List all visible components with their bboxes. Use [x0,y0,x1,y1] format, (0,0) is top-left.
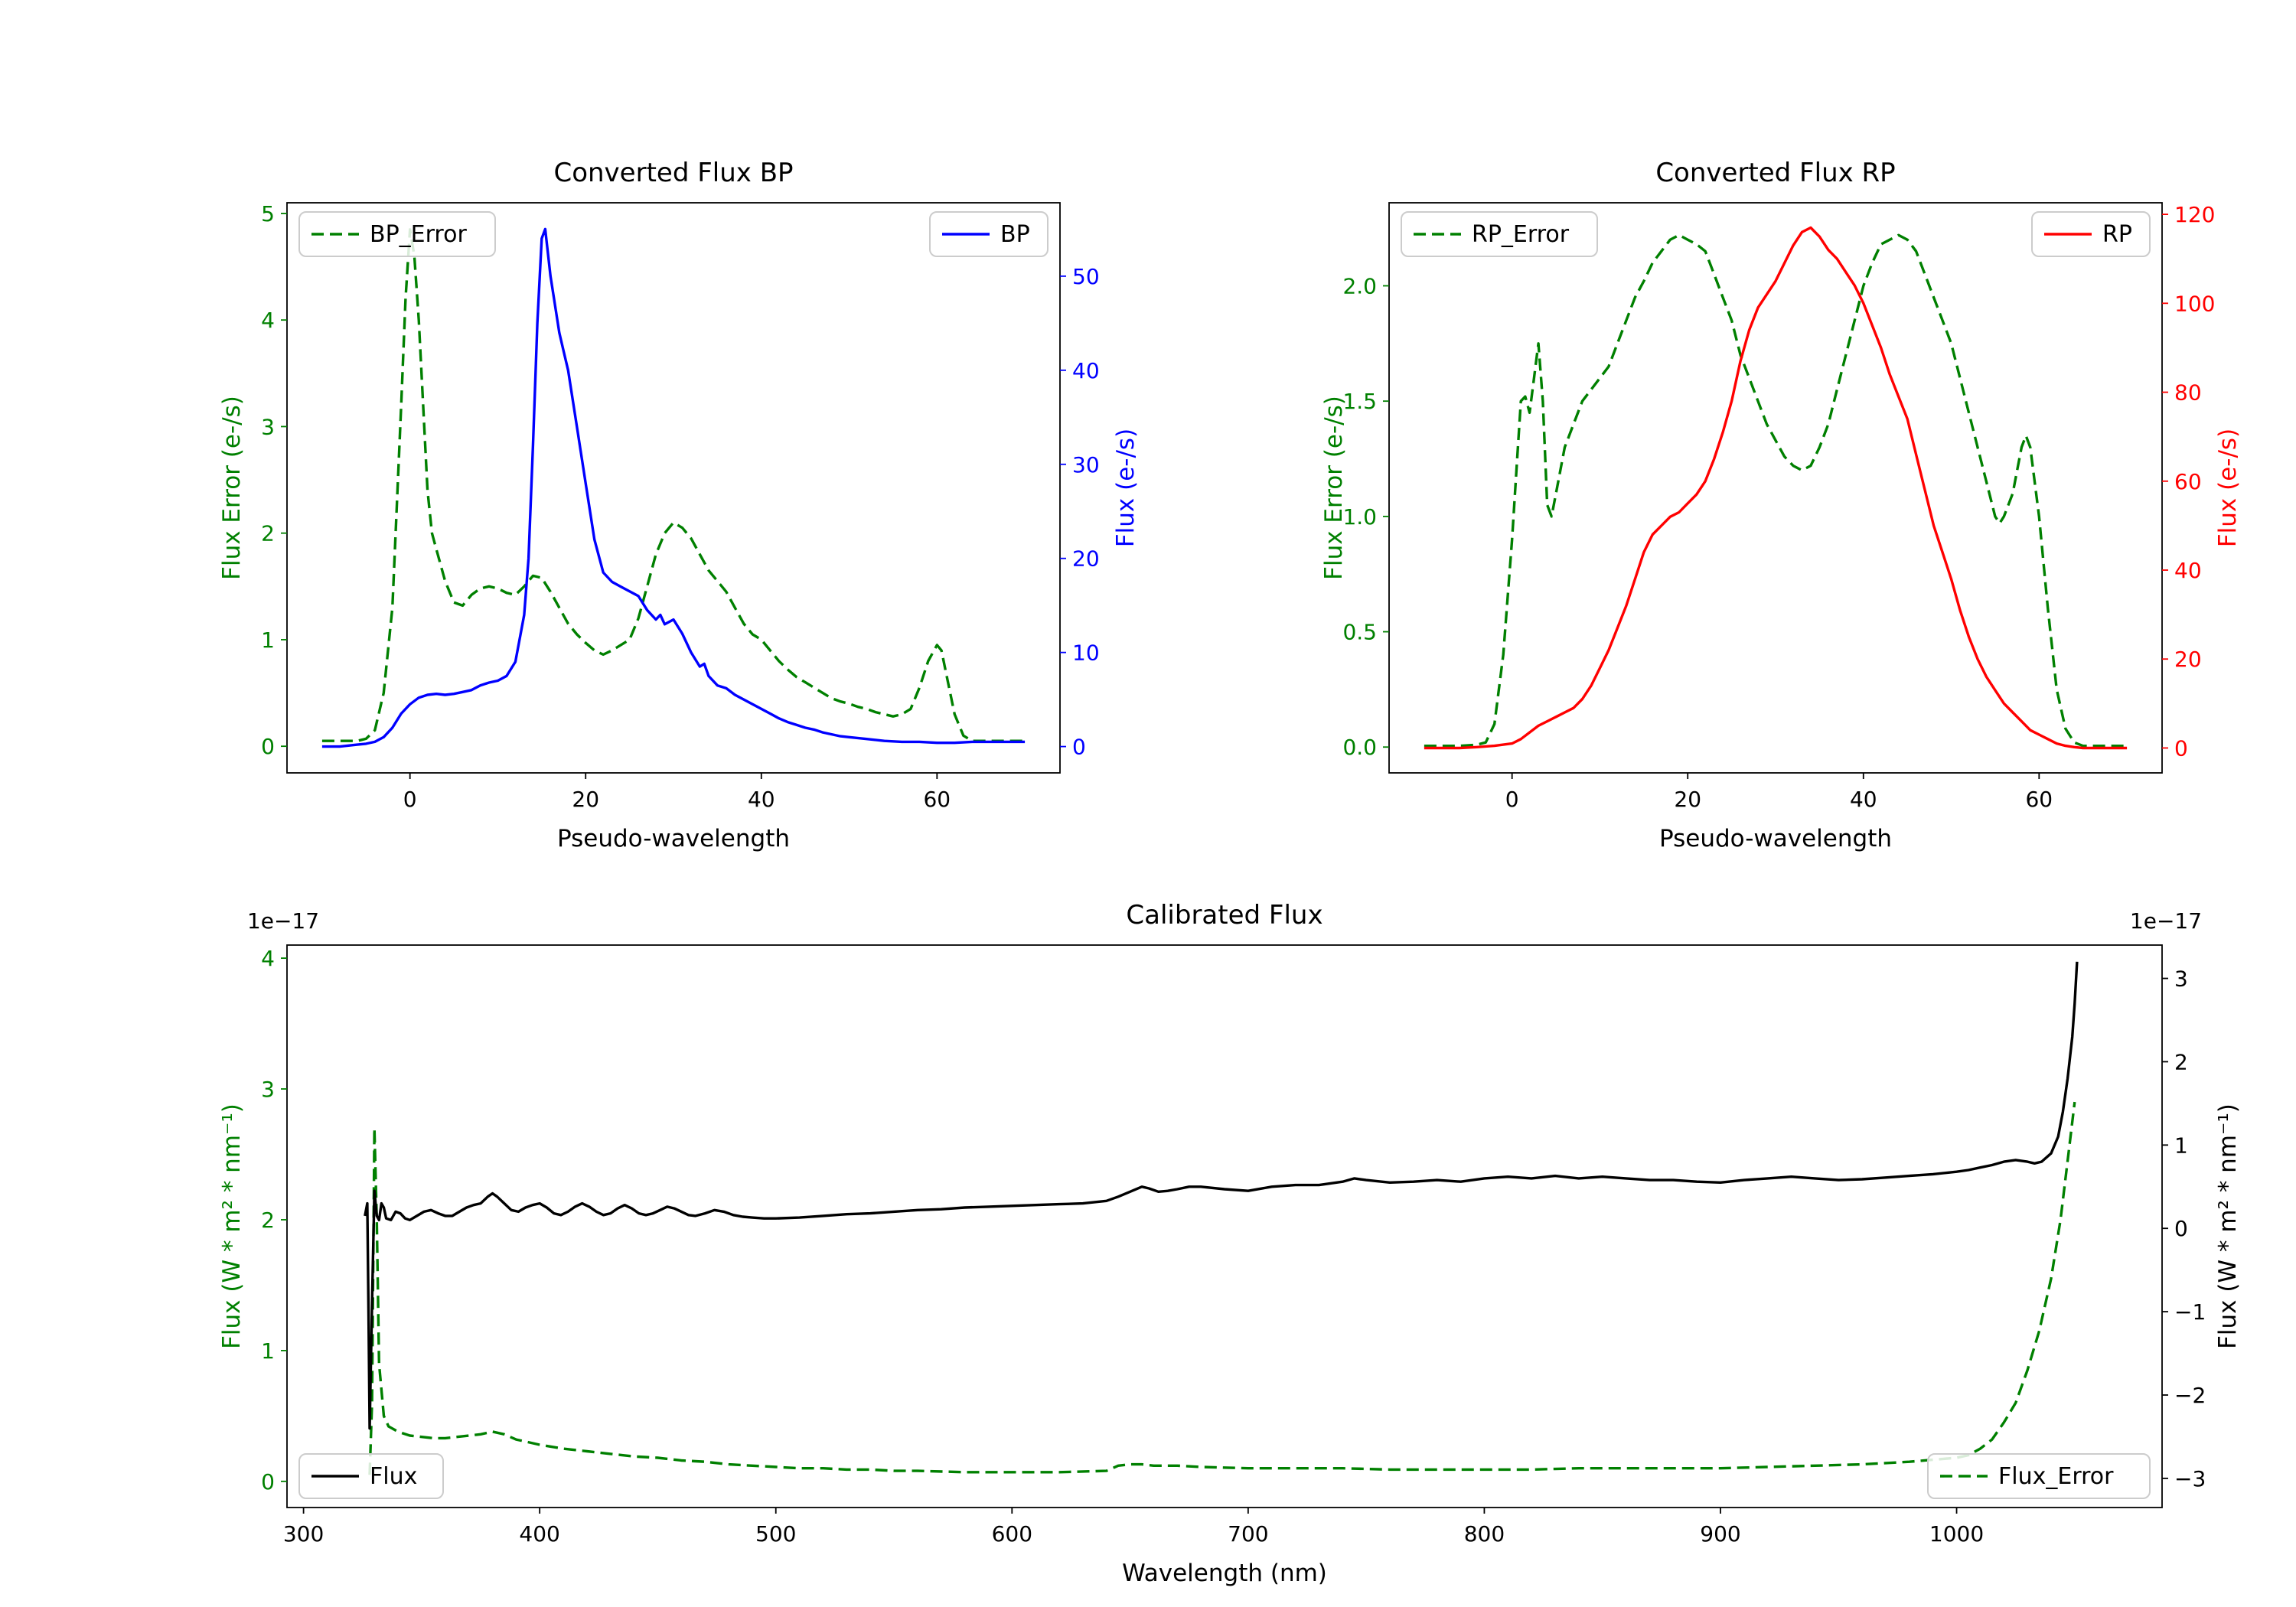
right-tick-label: 1 [2174,1133,2188,1158]
right-axis-offset: 1e−17 [2130,908,2202,934]
legend-Flux: Flux [298,1453,444,1499]
legend-Flux_Error: Flux_Error [1927,1453,2151,1499]
right-tick-label: −3 [2174,1466,2206,1491]
x-tick-label: 700 [1228,1521,1268,1547]
right-tick-label: 2 [2174,1049,2188,1074]
series-line-RP_Error [1424,233,2128,748]
series-line-BP_Error [321,228,1026,742]
right-axis-label: Flux (W * m² * nm⁻¹) [2214,1103,2242,1349]
legend-label: Flux [370,1463,417,1490]
x-tick-label: 0 [1505,787,1519,812]
x-tick-label: 60 [923,787,951,812]
x-tick-label: 500 [755,1521,796,1547]
left-tick-label: 1 [261,627,275,653]
left-tick-label: 2.0 [1342,273,1377,298]
left-tick-label: 4 [261,308,275,333]
right-tick-label: 0 [2174,1216,2188,1241]
left-tick-label: 3 [261,414,275,439]
x-tick-label: 900 [1700,1521,1740,1547]
right-tick-label: 0 [1072,735,1086,760]
right-tick-label: 80 [2174,380,2202,406]
right-axis-label: Flux (e-/s) [2214,429,2242,547]
legend-label: RP_Error [1472,221,1570,248]
right-tick-label: 100 [2174,291,2215,316]
axes-frame [286,202,1061,774]
chart-title: Converted Flux BP [553,158,793,188]
right-tick-label: 10 [1072,641,1100,666]
right-tick-label: 0 [2174,735,2188,761]
right-tick-label: 40 [1072,358,1100,383]
left-tick-label: 4 [261,946,275,971]
x-tick-label: 800 [1464,1521,1505,1547]
series-line-BP [321,227,1026,748]
left-tick-label: 1.0 [1342,504,1377,530]
left-tick-label: 1 [261,1338,275,1364]
left-axis-offset: 1e−17 [247,908,319,934]
x-tick-label: 400 [519,1521,559,1547]
x-tick-label: 0 [403,787,417,812]
left-tick-label: 1.5 [1342,389,1377,414]
legend-RP_Error: RP_Error [1401,211,1598,257]
legend-label: Flux_Error [1998,1463,2114,1490]
right-tick-label: 120 [2174,202,2215,227]
left-tick-label: 0 [261,734,275,759]
right-tick-label: −1 [2174,1299,2206,1325]
x-tick-label: 40 [748,787,775,812]
right-tick-label: 40 [2174,558,2202,583]
right-tick-label: 20 [1072,546,1100,572]
x-tick-label: 600 [992,1521,1032,1547]
right-tick-label: 30 [1072,452,1100,478]
right-tick-label: −2 [2174,1383,2206,1408]
axes-frame [286,944,2163,1508]
x-tick-label: 1000 [1929,1521,1984,1547]
left-tick-label: 0.0 [1342,735,1377,760]
legend-RP: RP [2031,211,2151,257]
legend-box [1927,1453,2151,1499]
left-tick-label: 5 [261,201,275,227]
left-tick-label: 2 [261,1208,275,1233]
left-tick-label: 0 [261,1469,275,1495]
x-tick-label: 60 [2025,787,2053,812]
left-tick-label: 2 [261,521,275,546]
right-tick-label: 20 [2174,647,2202,672]
right-tick-label: 60 [2174,469,2202,494]
legend-box [298,1453,444,1499]
series-line-Flux_Error [368,1101,2076,1475]
legend-label: BP_Error [370,221,467,248]
series-line-Flux [364,961,2079,1430]
right-axis-label: Flux (e-/s) [1112,429,1140,547]
x-tick-label: 40 [1850,787,1877,812]
left-axis-label: Flux Error (e-/s) [1320,396,1348,580]
left-axis-label: Flux Error (e-/s) [218,396,246,580]
x-axis-label: Pseudo-wavelength [1659,825,1892,852]
legend-box [1401,211,1598,257]
axes-frame [1388,202,2163,774]
left-tick-label: 3 [261,1077,275,1102]
x-tick-label: 20 [1674,787,1701,812]
legend-label: BP [1000,221,1030,248]
calibrated-flux-chart: 300 400 500 600 700 800 900 1000 0 1 2 3 4 −3 −2 −1 0 1 2 3… [218,900,2242,1587]
x-tick-label: 20 [572,787,599,812]
chart-title: Calibrated Flux [1126,900,1322,931]
left-axis-label: Flux (W * m² * nm⁻¹) [218,1103,246,1349]
rp-chart: 0 20 40 60 0.0 0.5 1.0 1.5 2.0 0 20 40 60 80 100 120 Con… [1320,158,2242,852]
x-tick-label: 300 [283,1521,324,1547]
legend-BP: BP [929,211,1049,257]
chart-title: Converted Flux RP [1655,158,1895,188]
legend-box [298,211,496,257]
legend-BP_Error: BP_Error [298,211,496,257]
series-line-RP [1424,226,2128,750]
legend-label: RP [2102,221,2132,248]
right-tick-label: 50 [1072,264,1100,289]
left-tick-label: 0.5 [1342,620,1377,645]
x-axis-label: Pseudo-wavelength [557,825,790,852]
x-axis-label: Wavelength (nm) [1122,1560,1327,1587]
right-tick-label: 3 [2174,966,2188,992]
